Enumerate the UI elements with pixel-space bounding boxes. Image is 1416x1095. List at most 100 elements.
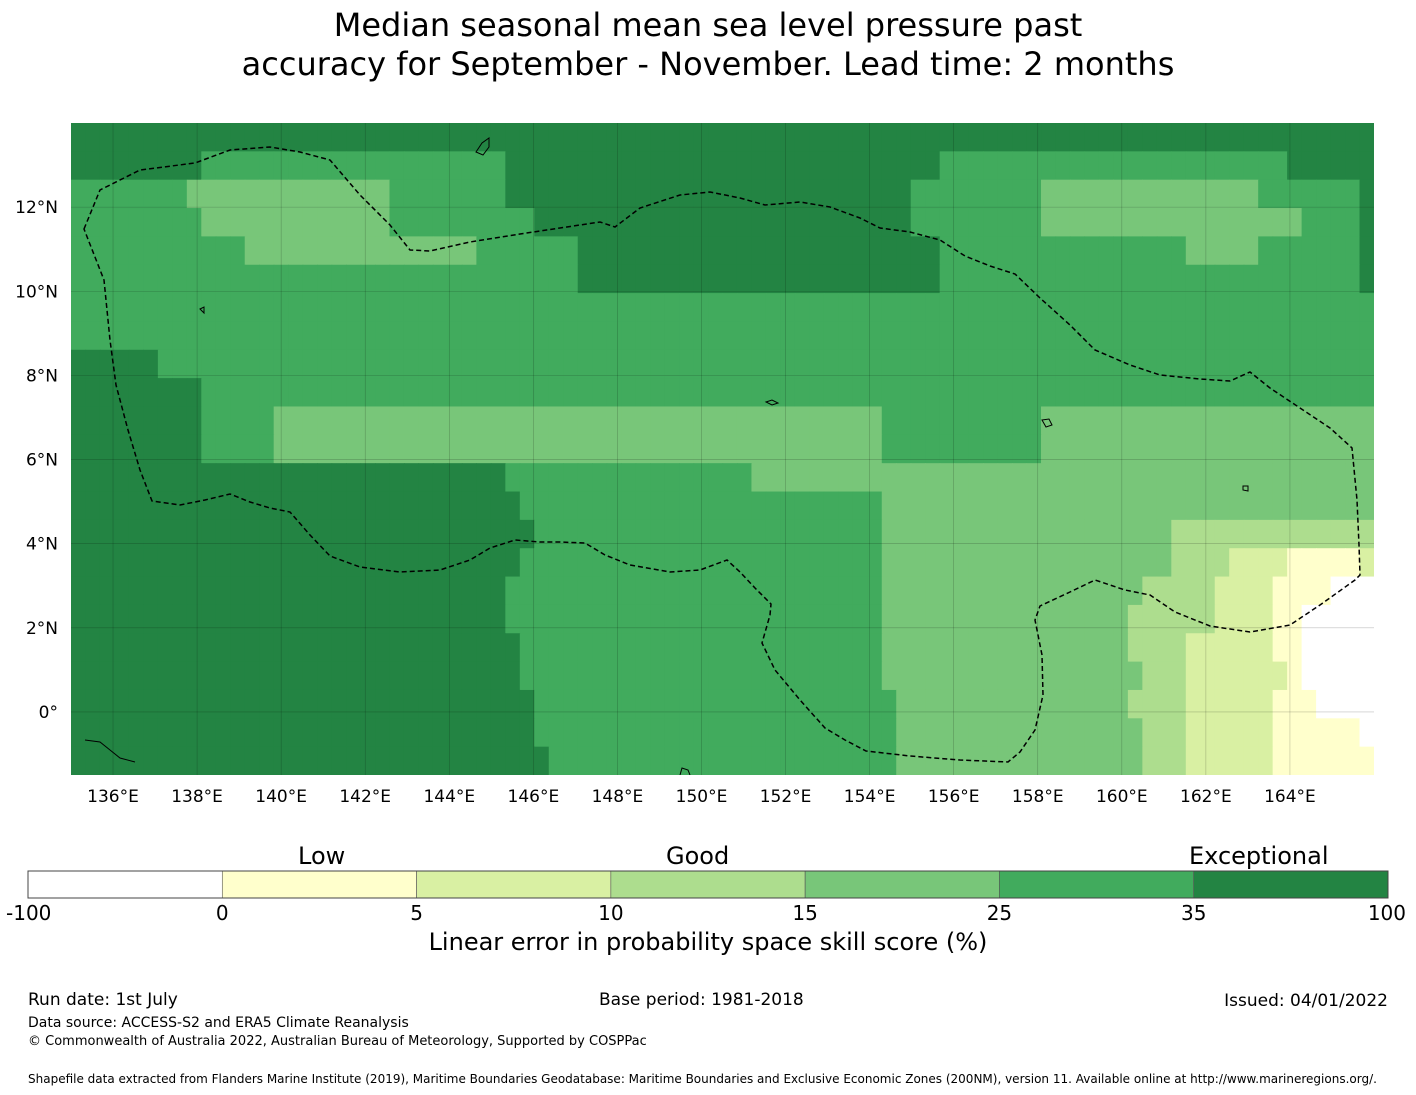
skill-cell [215, 491, 231, 521]
skill-cell [577, 321, 593, 351]
skill-cell [925, 151, 941, 181]
x-axis-ticks: 136°E 138°E 140°E 142°E 144°E 146°E 148°E 150°E… [87, 787, 1316, 807]
skill-cell [592, 633, 608, 663]
skill-cell [968, 208, 984, 237]
skill-cell [1330, 179, 1346, 209]
skill-cell [346, 604, 362, 634]
skill-cell [925, 491, 941, 521]
skill-cell [519, 378, 535, 408]
skill-cell [143, 349, 159, 379]
skill-cell [1171, 123, 1187, 152]
skill-cell [273, 236, 289, 266]
y-tick-label: 6°N [26, 451, 58, 471]
skill-cell [563, 463, 579, 493]
skill-cell [143, 689, 159, 719]
skill-cell [1156, 434, 1172, 464]
skill-cell [476, 151, 492, 181]
skill-cell [621, 321, 637, 351]
skill-cell [114, 378, 130, 408]
skill-cell [85, 321, 101, 351]
skill-cell [650, 264, 666, 294]
skill-cell [1301, 434, 1317, 464]
skill-cell [1258, 321, 1274, 351]
skill-cell [606, 406, 622, 436]
skill-cell [1214, 208, 1230, 237]
skill-cell [708, 548, 724, 578]
skill-cell [1171, 746, 1187, 775]
skill-cell [519, 208, 535, 237]
skill-cell [1243, 179, 1259, 209]
skill-cell [490, 264, 506, 294]
skill-cell [215, 661, 231, 691]
skill-cell [244, 208, 260, 237]
skill-cell [968, 519, 984, 549]
skill-cell [939, 548, 955, 578]
skill-cell [1316, 293, 1332, 323]
skill-cell [418, 208, 434, 237]
skill-cell [693, 576, 709, 606]
skill-cell [693, 406, 709, 436]
skill-cell [751, 208, 767, 237]
skill-cell [244, 349, 260, 379]
skill-cell [867, 264, 883, 294]
skill-cell [1301, 179, 1317, 209]
skill-cell [664, 463, 680, 493]
skill-cell [1272, 293, 1288, 323]
skill-cell [1098, 463, 1114, 493]
skill-cell [317, 463, 333, 493]
skill-cell [664, 491, 680, 521]
skill-cell [432, 718, 449, 748]
skill-cell [389, 264, 405, 294]
skill-cell [172, 264, 188, 294]
skill-cell [259, 548, 275, 578]
skill-cell [881, 434, 897, 464]
skill-cell [925, 689, 941, 719]
skill-cell [1330, 548, 1346, 578]
skill-cell [389, 151, 405, 181]
skill-cell [1258, 179, 1274, 209]
skill-cell [1084, 151, 1100, 181]
skill-cell [1287, 633, 1303, 663]
skill-cell [1142, 378, 1158, 408]
skill-cell [765, 208, 782, 237]
skill-cell [215, 264, 231, 294]
skill-cell [273, 349, 289, 379]
skill-cell [331, 746, 347, 775]
skill-cell [143, 604, 159, 634]
skill-cell [317, 378, 333, 408]
skill-cell [679, 519, 695, 549]
skill-cell [476, 519, 492, 549]
skill-cell [403, 321, 420, 351]
skill-cell [1330, 293, 1346, 323]
skill-cell [461, 491, 477, 521]
skill-cell [780, 548, 796, 578]
skill-cell [621, 406, 637, 436]
skill-cell [577, 151, 593, 181]
skill-cell [114, 604, 130, 634]
skill-cell [201, 406, 217, 436]
skill-cell [1055, 548, 1071, 578]
skill-cell [838, 264, 854, 294]
skill-cell [823, 349, 839, 379]
skill-cell [1171, 179, 1187, 209]
skill-cell [186, 321, 202, 351]
skill-cell [664, 293, 680, 323]
skill-cell [925, 434, 941, 464]
skill-cell [1316, 321, 1332, 351]
skill-cell [447, 321, 463, 351]
skill-cell [910, 236, 926, 266]
skill-cell [852, 633, 868, 663]
skill-cell [201, 179, 217, 209]
skill-cell [143, 151, 159, 181]
skill-cell [939, 264, 955, 294]
skill-cell [722, 463, 738, 493]
skill-cell [389, 406, 405, 436]
skill-cell [997, 151, 1013, 181]
skill-cell [1229, 576, 1245, 606]
skill-cell [954, 633, 970, 663]
skill-cell [635, 463, 651, 493]
skill-cell [403, 264, 420, 294]
skill-cell [273, 151, 289, 181]
skill-cell [896, 236, 912, 266]
skill-cell [143, 576, 159, 606]
